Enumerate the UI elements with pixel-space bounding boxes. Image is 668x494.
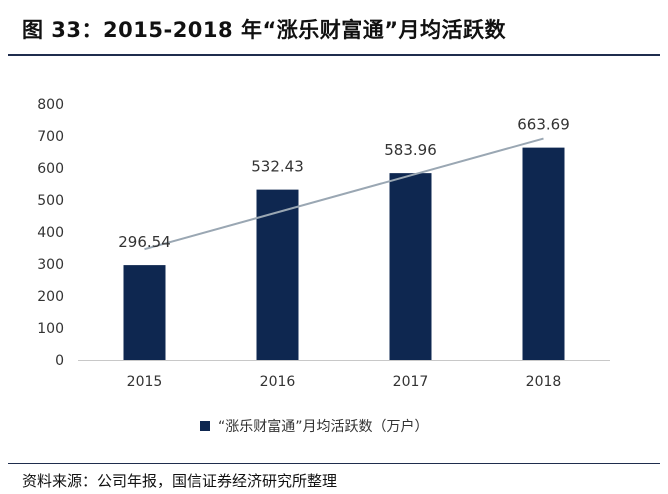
bar-2017 [389,173,432,360]
y-tick-label-200: 200 [37,289,64,305]
source-note: 资料来源：公司年报，国信证券经济研究所整理 [22,472,338,490]
x-tick-label-2017: 2017 [393,374,429,390]
legend-label: “涨乐财富通”月均活跃数（万户） [218,419,429,435]
y-tick-label-100: 100 [37,321,64,337]
y-tick-label-400: 400 [37,225,64,241]
data-label-2016: 532.43 [251,158,304,176]
bar-2018 [522,147,565,360]
figure-title: 图 33：2015-2018 年“涨乐财富通”月均活跃数 [22,18,507,42]
legend: “涨乐财富通”月均活跃数（万户） [200,416,429,436]
legend-swatch [200,421,210,431]
title-rule [8,54,660,56]
data-label-2015: 296.54 [118,233,171,251]
y-tick-label-0: 0 [55,353,64,369]
bar-2016 [256,189,299,360]
bar-2015 [123,265,166,360]
data-label-2018: 663.69 [517,116,570,134]
trendline [144,137,544,251]
x-tick-label-2018: 2018 [526,374,562,390]
y-tick-label-600: 600 [37,161,64,177]
source-rule [8,463,660,464]
x-tick-label-2016: 2016 [260,374,296,390]
y-tick-label-500: 500 [37,193,64,209]
y-tick-label-800: 800 [37,97,64,113]
y-tick-label-700: 700 [37,129,64,145]
y-tick-label-300: 300 [37,257,64,273]
x-tick-label-2015: 2015 [127,374,163,390]
data-label-2017: 583.96 [384,141,437,159]
